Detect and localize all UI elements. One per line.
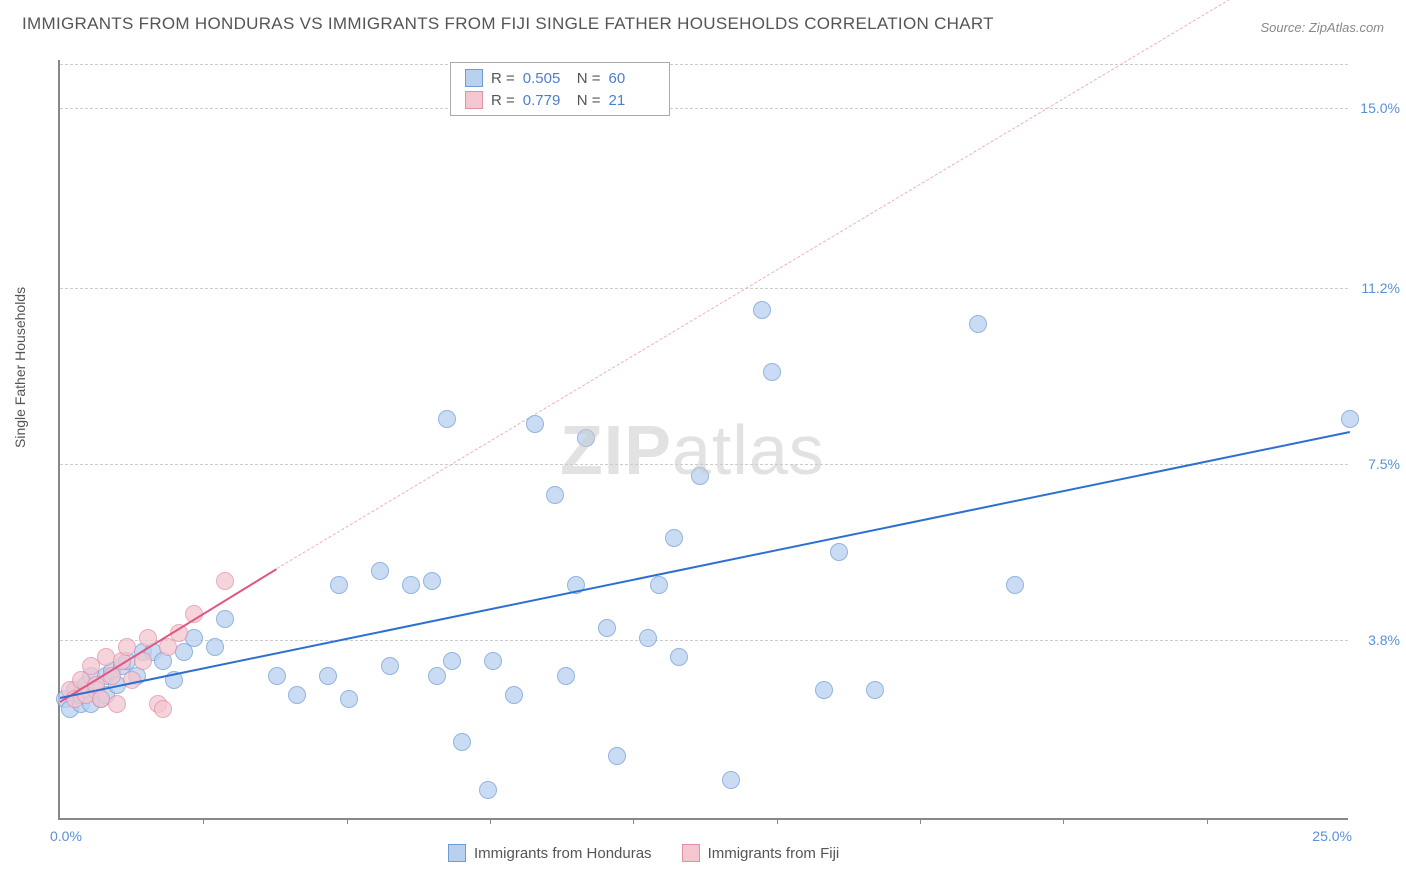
legend-swatch [448,844,466,862]
data-point [526,415,544,433]
n-label: N = [577,92,601,109]
stats-legend: R = 0.505 N = 60 R = 0.779 N = 21 [450,62,670,116]
data-point [288,686,306,704]
x-tick [203,818,204,824]
data-point [639,629,657,647]
data-point [443,652,461,670]
data-point [185,629,203,647]
data-point [830,543,848,561]
data-point [577,429,595,447]
series-name: Immigrants from Honduras [474,845,652,862]
data-point [340,690,358,708]
data-point [753,301,771,319]
x-tick [347,818,348,824]
r-value: 0.779 [523,92,569,109]
data-point [319,667,337,685]
stats-legend-row: R = 0.779 N = 21 [465,89,655,111]
data-point [216,610,234,628]
data-point [691,467,709,485]
y-tick-label: 3.8% [1368,632,1400,648]
data-point [154,700,172,718]
r-label: R = [491,92,515,109]
y-tick-label: 7.5% [1368,456,1400,472]
data-point [763,363,781,381]
data-point [546,486,564,504]
r-label: R = [491,70,515,87]
gridline [60,640,1348,641]
data-point [484,652,502,670]
legend-swatch [465,91,483,109]
n-label: N = [577,70,601,87]
series-name: Immigrants from Fiji [708,845,840,862]
data-point [108,695,126,713]
n-value: 60 [609,70,655,87]
y-axis-label: Single Father Households [12,287,28,448]
gridline [60,464,1348,465]
data-point [453,733,471,751]
data-point [665,529,683,547]
x-tick-label: 25.0% [1312,828,1352,844]
series-legend-item: Immigrants from Fiji [682,844,840,862]
data-point [505,686,523,704]
data-point [330,576,348,594]
data-point [118,638,136,656]
data-point [381,657,399,675]
data-point [557,667,575,685]
data-point [866,681,884,699]
stats-legend-row: R = 0.505 N = 60 [465,67,655,89]
x-tick-label: 0.0% [50,828,82,844]
gridline [60,64,1348,65]
chart-title: IMMIGRANTS FROM HONDURAS VS IMMIGRANTS F… [22,14,994,34]
x-tick [490,818,491,824]
data-point [216,572,234,590]
r-value: 0.505 [523,70,569,87]
legend-swatch [682,844,700,862]
x-tick [1207,818,1208,824]
data-point [1006,576,1024,594]
legend-swatch [465,69,483,87]
x-tick [1063,818,1064,824]
data-point [1341,410,1359,428]
data-point [438,410,456,428]
plot-area: 3.8%7.5%11.2%15.0%0.0%25.0% [58,60,1348,820]
series-legend-item: Immigrants from Honduras [448,844,652,862]
data-point [815,681,833,699]
data-point [969,315,987,333]
x-tick [920,818,921,824]
data-point [650,576,668,594]
data-point [402,576,420,594]
gridline [60,108,1348,109]
data-point [670,648,688,666]
y-tick-label: 15.0% [1360,100,1400,116]
data-point [479,781,497,799]
data-point [206,638,224,656]
data-point [423,572,441,590]
gridline [60,288,1348,289]
data-point [428,667,446,685]
data-point [722,771,740,789]
x-tick [777,818,778,824]
source-attribution: Source: ZipAtlas.com [1260,20,1384,35]
data-point [598,619,616,637]
y-tick-label: 11.2% [1361,280,1400,296]
series-legend: Immigrants from Honduras Immigrants from … [448,844,839,862]
data-point [608,747,626,765]
x-tick [633,818,634,824]
data-point [268,667,286,685]
data-point [371,562,389,580]
n-value: 21 [609,92,655,109]
